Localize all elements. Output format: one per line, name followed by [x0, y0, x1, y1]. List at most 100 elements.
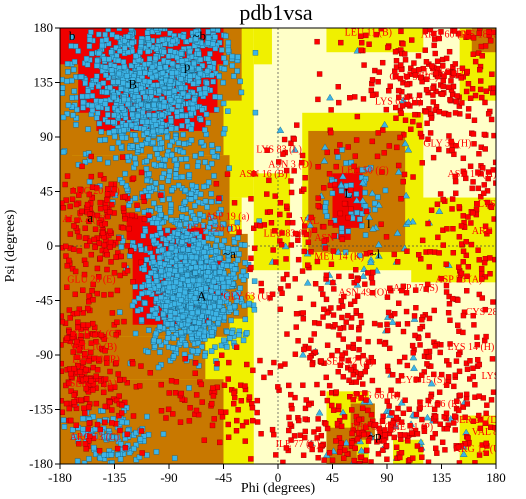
residue-point: [213, 248, 219, 254]
outlier-point: [267, 209, 273, 215]
outlier-point: [419, 237, 426, 244]
residue-point: [159, 197, 166, 203]
residue-label: ASN 14 (H): [448, 169, 497, 180]
residue-point: [225, 108, 231, 114]
residue-point: [205, 35, 212, 41]
residue-point: [202, 198, 209, 205]
outlier-point: [424, 120, 430, 127]
outlier-point: [368, 87, 375, 94]
residue-point: [161, 49, 167, 55]
outlier-point: [455, 322, 461, 328]
outlier-point: [311, 331, 317, 337]
outlier-point: [411, 60, 417, 66]
residue-point: [199, 107, 205, 113]
outlier-point: [254, 397, 261, 404]
outlier-point: [314, 38, 320, 45]
residue-point: [69, 427, 76, 433]
residue-point: [191, 96, 197, 103]
residue-point: [353, 191, 360, 197]
outlier-point: [341, 200, 348, 207]
outlier-point: [465, 264, 472, 270]
residue-point: [96, 120, 103, 127]
outlier-point: [82, 410, 88, 416]
outlier-point: [254, 409, 260, 416]
residue-point: [117, 309, 123, 315]
outlier-point: [124, 267, 131, 274]
outlier-point: [386, 143, 393, 149]
outlier-point: [63, 400, 70, 407]
residue-point: [175, 182, 182, 189]
outlier-point: [383, 234, 390, 240]
outlier-point: [339, 303, 346, 309]
outlier-point: [363, 208, 370, 215]
residue-point: [137, 48, 143, 55]
residue-point: [125, 82, 131, 88]
outlier-point: [166, 390, 172, 396]
outlier-point: [62, 181, 68, 188]
residue-point: [178, 58, 185, 64]
outlier-point: [476, 393, 482, 399]
residue-point: [184, 118, 191, 125]
outlier-point: [415, 53, 422, 59]
glycine-point: [435, 207, 444, 214]
outlier-point: [74, 310, 80, 317]
outlier-point: [130, 175, 137, 182]
residue-point: [198, 117, 204, 123]
outlier-point: [398, 28, 404, 35]
glycine-point: [394, 168, 403, 175]
residue-point: [95, 83, 102, 90]
residue-point: [105, 28, 111, 33]
residue-point: [160, 431, 167, 437]
residue-point: [168, 201, 174, 208]
outlier-point: [402, 397, 408, 403]
outlier-point: [379, 59, 386, 66]
outlier-point: [425, 332, 431, 339]
residue-point: [180, 34, 187, 40]
outlier-point: [168, 377, 175, 384]
residue-point: [70, 112, 76, 119]
outlier-point: [221, 382, 228, 388]
residue-point: [155, 364, 162, 371]
residue-point: [178, 50, 185, 57]
outlier-point: [138, 169, 145, 176]
outlier-point: [277, 363, 284, 369]
residue-point: [199, 313, 205, 319]
residue-point: [206, 319, 212, 326]
residue-point: [68, 43, 74, 49]
outlier-point: [293, 310, 300, 317]
residue-point: [146, 41, 152, 48]
residue-point: [144, 130, 150, 136]
outlier-point: [417, 130, 424, 137]
outlier-point: [449, 206, 455, 212]
outlier-point: [315, 426, 322, 433]
glycine-point: [342, 438, 351, 446]
outlier-point: [226, 359, 232, 366]
region-label: B: [128, 77, 137, 92]
residue-point: [192, 203, 198, 209]
residue-point: [157, 65, 163, 71]
residue-point: [129, 302, 136, 309]
outlier-point: [361, 62, 367, 68]
residue-point: [115, 89, 121, 96]
outlier-point: [443, 261, 449, 267]
residue-point: [165, 178, 171, 184]
residue-label: MET 14 (K): [314, 251, 364, 262]
outlier-point: [122, 216, 128, 222]
residue-point: [188, 305, 194, 311]
residue-point: [70, 66, 77, 73]
residue-point: [209, 329, 215, 335]
residue-point: [174, 109, 180, 115]
outlier-point: [121, 318, 127, 325]
residue-point: [240, 337, 247, 344]
residue-point: [145, 48, 151, 55]
residue-point: [202, 159, 208, 165]
residue-point: [229, 263, 235, 269]
residue-point: [202, 353, 208, 359]
residue-point: [157, 349, 163, 355]
residue-point: [178, 254, 185, 260]
residue-point: [115, 139, 122, 146]
outlier-point: [340, 374, 346, 380]
outlier-point: [410, 455, 416, 461]
outlier-point: [380, 127, 386, 133]
outlier-point: [417, 326, 423, 332]
